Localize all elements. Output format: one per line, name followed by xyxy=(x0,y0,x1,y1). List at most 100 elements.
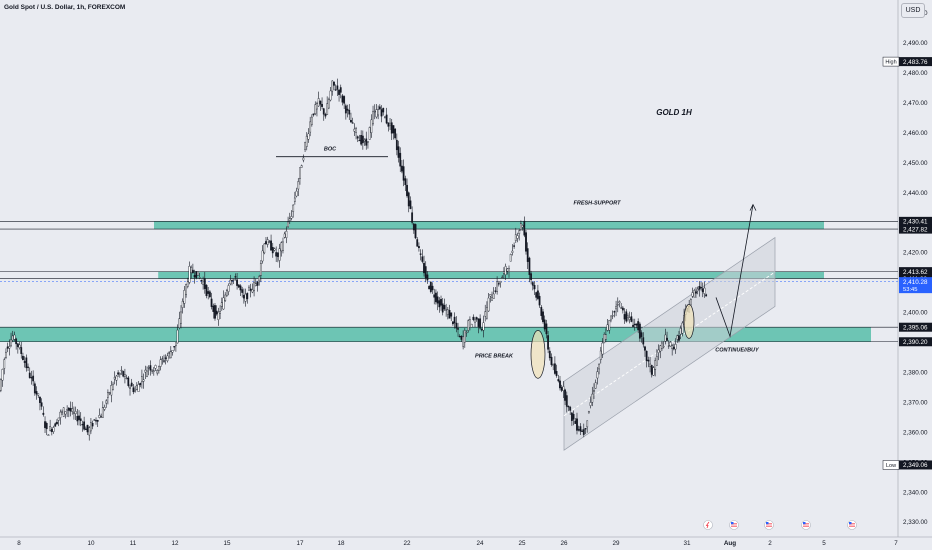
candle-body xyxy=(508,268,510,273)
candle-body xyxy=(276,252,279,257)
candle-body xyxy=(650,365,653,375)
candle-body xyxy=(220,302,223,307)
candle-body xyxy=(569,407,572,411)
symbol-title: Gold Spot / U.S. Dollar, 1h, FOREXCOM xyxy=(4,4,126,11)
candle-body xyxy=(163,360,165,362)
candle-body xyxy=(130,382,133,387)
candle-body xyxy=(161,358,164,360)
candle-body xyxy=(363,139,366,142)
candle-body xyxy=(703,287,706,294)
candle-body xyxy=(225,290,228,296)
zone-mid-zone xyxy=(158,271,824,279)
candle-body xyxy=(358,139,361,142)
gold-1h-title: GOLD 1H xyxy=(656,108,692,117)
candle-body xyxy=(71,408,74,412)
candle-body xyxy=(52,427,55,432)
y-tick-label: 2,370.00 xyxy=(903,399,928,406)
candle-body xyxy=(134,389,137,392)
candle-body xyxy=(185,284,187,295)
candle-body xyxy=(90,422,92,432)
candle-body xyxy=(258,276,261,282)
candle-body xyxy=(268,241,271,243)
currency-button[interactable]: USD xyxy=(901,3,925,18)
candle-body xyxy=(15,338,18,345)
candle-body xyxy=(693,290,696,298)
projection-arrow xyxy=(715,204,754,338)
candle-body xyxy=(149,365,152,371)
candle-body xyxy=(305,135,308,147)
candle-body xyxy=(560,387,563,391)
candle-body xyxy=(628,317,631,320)
candle-body xyxy=(645,350,648,361)
candle-body xyxy=(336,85,339,90)
candle-body xyxy=(191,269,194,274)
x-tick-label: 5 xyxy=(822,540,826,547)
candle-body xyxy=(98,415,101,418)
candle-body xyxy=(237,284,240,288)
candle-body xyxy=(20,347,23,354)
candle-body xyxy=(484,311,487,317)
candle-body xyxy=(412,223,415,231)
candle-body xyxy=(514,234,517,241)
candle-body xyxy=(521,225,524,228)
candle-body xyxy=(86,424,89,433)
candle-body xyxy=(446,309,449,315)
candle-body xyxy=(453,316,456,324)
continue-buy-label: CONTINUE//BUY xyxy=(715,347,760,353)
candle-body xyxy=(389,123,391,127)
price-label-box xyxy=(899,224,932,234)
candle-body xyxy=(603,334,606,344)
candle-body xyxy=(300,165,303,168)
candle-body xyxy=(207,291,210,294)
candle-body xyxy=(594,382,597,389)
candle-body xyxy=(338,89,340,95)
candle-body xyxy=(144,369,147,373)
candle-body xyxy=(175,341,177,347)
candle-body xyxy=(486,307,488,319)
candle-body xyxy=(249,288,252,291)
candle-body xyxy=(356,136,359,139)
candle-body xyxy=(285,230,288,238)
price-label-value: 2,430.41 xyxy=(903,219,928,226)
candle-body xyxy=(632,324,634,327)
candle-body xyxy=(469,319,471,328)
candle-body xyxy=(353,128,356,132)
candle-body xyxy=(452,321,454,325)
candle-body xyxy=(348,109,351,115)
candle-body xyxy=(215,310,218,315)
candle-body xyxy=(239,285,242,291)
candle-body xyxy=(698,285,701,290)
candle-body xyxy=(176,329,179,344)
candle-body xyxy=(576,418,578,431)
candle-body xyxy=(8,346,11,349)
candle-body xyxy=(705,294,708,297)
x-tick-label: 11 xyxy=(130,540,137,547)
candle-body xyxy=(79,418,82,421)
candle-body xyxy=(44,421,46,429)
candle-body xyxy=(426,274,429,281)
candle-body xyxy=(275,252,278,257)
candle-body xyxy=(526,248,529,262)
candle-body xyxy=(545,323,548,335)
candle-body xyxy=(520,223,522,230)
candle-body xyxy=(661,342,663,349)
candle-body xyxy=(309,121,312,133)
x-tick-label: 24 xyxy=(476,540,484,547)
candle-body xyxy=(574,420,577,424)
candle-body xyxy=(203,278,206,289)
candle-body xyxy=(293,197,296,202)
candle-body xyxy=(392,125,395,134)
candle-body xyxy=(436,296,439,304)
candle-body xyxy=(304,142,306,150)
candle-body xyxy=(431,285,434,291)
candle-body xyxy=(662,346,665,348)
y-tick-label: 2,440.00 xyxy=(903,190,928,197)
candle-body xyxy=(242,295,245,299)
candle-body xyxy=(523,220,526,236)
candle-body xyxy=(224,294,227,301)
candle-body xyxy=(382,107,385,113)
candle-body xyxy=(491,297,493,301)
candle-body xyxy=(212,305,215,312)
candle-body xyxy=(511,250,514,253)
